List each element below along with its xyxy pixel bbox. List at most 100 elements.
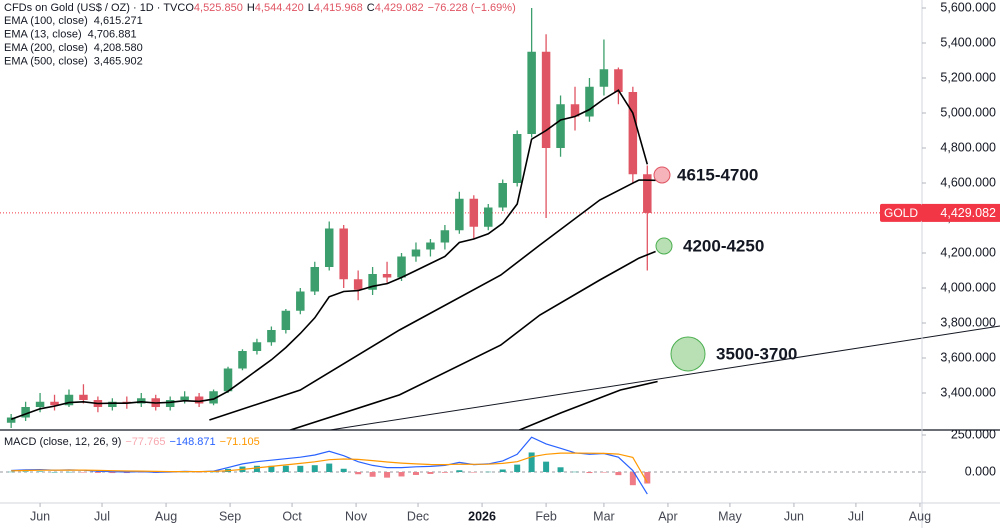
y-tick-label: 4,000.000 (940, 280, 996, 294)
macd-line (11, 436, 648, 495)
indicator-name: EMA (200, close) (4, 42, 88, 54)
indicator-name: EMA (13, close) (4, 28, 82, 40)
candle-body (628, 91, 638, 175)
macd-value: −148.871 (169, 436, 215, 448)
indicator-legend: EMA (500, close) 3,465.902 (4, 55, 143, 67)
candle-body (455, 198, 464, 231)
indicator-name: EMA (100, close) (4, 15, 88, 27)
macd-histogram-bar (80, 472, 87, 473)
y-tick-label: 5,200.000 (940, 70, 996, 84)
trend-line (329, 325, 1000, 431)
ema-line (10, 89, 649, 421)
ohlc-key: C (367, 2, 375, 14)
macd-histogram-bar (253, 465, 260, 473)
x-tick-label: Dec (407, 509, 429, 523)
candle-body (194, 396, 204, 404)
candle-body (570, 104, 580, 117)
y-tick-label: 5,600.000 (940, 0, 996, 14)
macd-legend: MACD (close, 12, 26, 9) −77.765 −148.871 −7… (4, 436, 260, 448)
macd-histogram-bar (8, 471, 15, 473)
zone-marker (653, 166, 671, 184)
macd-histogram-bar (398, 472, 405, 477)
price-label-name: GOLD (884, 206, 918, 220)
candle-body (397, 256, 406, 278)
candle-body (353, 279, 363, 290)
price-label-name-bg (880, 203, 922, 222)
macd-histogram-bar (282, 465, 289, 473)
candle-body (50, 401, 59, 406)
ohlc-value: 4,544.420 (255, 2, 304, 14)
macd-histogram-bar (615, 472, 622, 476)
macd-histogram-bar (22, 471, 29, 473)
ohlc-value: 4,429.082 (375, 2, 424, 14)
ohlc-key: H (247, 2, 255, 14)
macd-histogram-bar (427, 472, 434, 474)
y-tick-label: 4,800.000 (940, 140, 996, 154)
candle-body (180, 396, 189, 401)
ohlc-key: L (308, 2, 314, 14)
candle-body (484, 207, 493, 227)
candle-body (411, 249, 421, 257)
x-tick-label: Oct (282, 509, 302, 523)
candle-body (209, 391, 218, 404)
price-label-bg (922, 203, 1000, 222)
legend: CFDs on Gold (US$ / OZ) · 1D · TVCO4,525… (4, 2, 516, 14)
candle-body (35, 401, 45, 408)
y-tick-label: 3,800.000 (940, 315, 996, 329)
indicator-legend: EMA (200, close) 4,208.580 (4, 42, 143, 54)
x-tick-label: Aug (155, 509, 177, 523)
candle-body (426, 242, 435, 250)
candle-body (310, 267, 320, 292)
y-tick-label: 3,400.000 (940, 385, 996, 399)
candle-body (238, 351, 247, 369)
indicator-value: 4,208.580 (94, 42, 143, 54)
macd-histogram-bar (340, 468, 347, 473)
macd-histogram-bar (629, 472, 636, 486)
x-tick-label: Jul (94, 509, 110, 523)
candle-body (498, 183, 507, 208)
macd-histogram-bar (586, 472, 593, 474)
candle-body (527, 51, 536, 134)
candle-body (643, 174, 652, 213)
price-label: 4,429.082 (940, 206, 996, 220)
macd-histogram-bar (470, 472, 477, 473)
x-tick-label: Jun (784, 509, 804, 523)
macd-histogram-bar (37, 471, 44, 473)
ema-line (209, 179, 656, 421)
zone-label: 3500-3700 (716, 344, 797, 363)
candle-body (21, 407, 30, 418)
macd-histogram-bar (528, 452, 535, 473)
ema-line (289, 250, 656, 430)
macd-histogram-bar (94, 472, 101, 473)
zone-label: 4200-4250 (683, 236, 764, 255)
macd-histogram-bar (326, 463, 333, 473)
x-tick-label: 2026 (468, 509, 496, 523)
y-tick-label: 5,400.000 (940, 35, 996, 49)
x-tick-label: May (718, 509, 742, 523)
ema-line (518, 380, 658, 430)
macd-histogram-bar (557, 467, 564, 473)
macd-histogram-bar (514, 464, 521, 473)
candle-body (585, 86, 594, 117)
indicator-value: 3,465.902 (94, 55, 143, 67)
x-tick-label: Feb (535, 509, 557, 523)
macd-histogram-bar (268, 465, 275, 473)
zone-marker (670, 336, 706, 372)
price-pane (0, 7, 922, 430)
indicator-name: EMA (500, close) (4, 55, 88, 67)
candle-body (252, 342, 262, 352)
macd-tick-label: 250.000 (951, 427, 996, 441)
macd-histogram-bar (543, 461, 550, 473)
indicator-legend: EMA (100, close) 4,615.271 (4, 15, 143, 27)
candle-body (382, 274, 392, 278)
candle-body (324, 228, 334, 268)
macd-histogram-bar (456, 470, 463, 473)
change: −76.228 (−1.69%) (428, 2, 516, 14)
macd-histogram-bar (485, 471, 492, 473)
macd-histogram-bar (311, 465, 318, 473)
candle-body (137, 398, 146, 404)
candle-body (108, 401, 117, 408)
macd-histogram-bar (572, 471, 579, 473)
zone-marker (655, 237, 673, 255)
macd-histogram-bar (441, 472, 448, 473)
